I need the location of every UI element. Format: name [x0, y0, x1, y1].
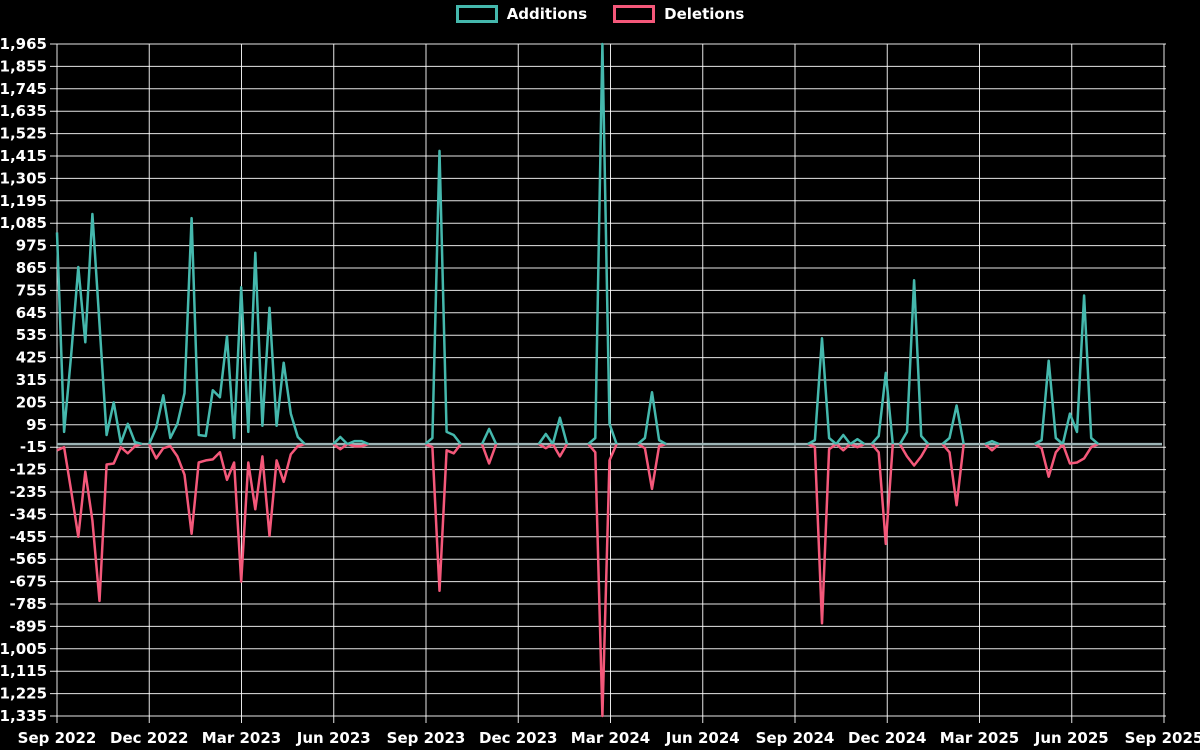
x-tick-label: Jun 2024: [665, 729, 740, 747]
deletions-swatch-icon: [613, 5, 656, 23]
deletions-line-segment: [424, 442, 462, 593]
additions-line-segment: [332, 435, 349, 445]
deletions-line-segment: [480, 443, 498, 465]
legend-label-deletions: Deletions: [664, 5, 745, 23]
y-tick-label: -455: [9, 528, 47, 546]
y-tick-label: -1,005: [0, 640, 47, 658]
x-tick-label: Jun 2025: [1034, 729, 1109, 747]
additions-line-segment: [870, 371, 895, 445]
x-tick-label: Mar 2024: [571, 729, 650, 747]
y-tick-labels: 1,965 1,855 1,745 1,635 1,525 1,415 1,305 1,195…: [0, 35, 47, 725]
deletions-line-segment: [637, 442, 667, 491]
additions-swatch-icon: [455, 5, 498, 23]
y-tick-label: 1,855: [0, 57, 47, 75]
additions-line-segment: [636, 390, 667, 446]
x-tick-label: Sep 2023: [387, 729, 466, 747]
deletions-line-segment: [332, 443, 349, 451]
deletions-line-segment: [984, 443, 1000, 452]
x-tick-label: Sep 2024: [756, 729, 835, 747]
additions-line-segment: [898, 278, 930, 445]
y-tick-label: 1,415: [0, 147, 47, 165]
deletions-line-segment: [835, 443, 852, 452]
y-tick-label: 95: [26, 416, 47, 434]
y-tick-label: -785: [9, 595, 47, 613]
x-tick-label: Dec 2022: [110, 729, 189, 747]
additions-line-segment: [849, 437, 866, 446]
legend-label-additions: Additions: [506, 5, 588, 23]
y-tick-label: 1,525: [0, 125, 47, 143]
y-tick-label: 1,195: [0, 192, 47, 210]
legend-item-deletions[interactable]: Deletions: [613, 5, 744, 23]
x-tick-label: Jun 2023: [296, 729, 371, 747]
additions-line-segment: [835, 433, 852, 445]
additions-line-segment: [1033, 359, 1064, 446]
x-gridlines: [56, 44, 1165, 723]
x-tick-label: Sep 2022: [18, 729, 97, 747]
deletions-line-segment: [898, 443, 930, 467]
y-tick-label: 425: [16, 349, 47, 367]
x-tick-label: Mar 2025: [940, 729, 1019, 747]
x-tick-label: Dec 2024: [848, 729, 927, 747]
y-tick-label: 865: [16, 259, 47, 277]
y-tick-label: -125: [9, 461, 47, 479]
x-tick-labels: Sep 2022 Dec 2022 Mar 2023 Jun 2023 Sep 2023…: [18, 729, 1200, 747]
deletions-line-segment: [538, 443, 554, 450]
y-tick-label: 1,085: [0, 214, 47, 232]
y-tick-label: 975: [16, 237, 47, 255]
additions-line-segment: [147, 216, 306, 445]
deletions-line-segment: [807, 442, 837, 625]
deletions-line-segment: [849, 442, 866, 449]
deletions-line-segment: [941, 443, 965, 507]
additions-line-segment: [55, 212, 143, 446]
y-tick-label: -345: [9, 505, 47, 523]
y-tick-label: -15: [20, 438, 47, 456]
additions-line-segment: [587, 42, 618, 446]
additions-line-segment: [480, 427, 498, 445]
y-tick-label: 1,635: [0, 102, 47, 120]
y-tick-label: 1,965: [0, 35, 47, 53]
additions-line-segment: [807, 337, 838, 446]
x-tick-label: Dec 2023: [479, 729, 558, 747]
x-tick-label: Sep 2025: [1125, 729, 1200, 747]
y-tick-label: -895: [9, 617, 47, 635]
legend-item-additions[interactable]: Additions: [455, 5, 588, 23]
y-tick-label: 645: [16, 304, 47, 322]
deletions-line-segment: [147, 442, 306, 583]
additions-line-segment: [551, 416, 569, 445]
y-tick-label: 1,745: [0, 80, 47, 98]
deletions-line-segment: [1033, 443, 1064, 478]
deletions-line-segment: [587, 443, 618, 718]
additions-line-segment: [424, 149, 462, 446]
y-tick-label: 315: [16, 371, 47, 389]
additions-line-segment: [984, 439, 1000, 446]
additions-line-segment: [537, 432, 554, 445]
y-tick-label: -1,335: [0, 707, 47, 725]
y-tick-label: 205: [16, 393, 47, 411]
x-tick-label: Mar 2023: [202, 729, 281, 747]
y-tick-label: -235: [9, 483, 47, 501]
y-tick-label: 755: [16, 281, 47, 299]
additions-line-segment: [1061, 294, 1100, 446]
y-tick-label: -1,115: [0, 662, 47, 680]
additions-line-segment: [941, 404, 965, 446]
deletions-line-segment: [56, 442, 143, 603]
y-tick-label: 1,305: [0, 169, 47, 187]
deletions-line-segment: [347, 442, 370, 448]
deletions-line-segment: [870, 443, 895, 546]
y-tick-label: -1,225: [0, 685, 47, 703]
additions-line-segment: [346, 439, 370, 446]
deletions-line: [56, 442, 1099, 718]
y-tick-label: -565: [9, 550, 47, 568]
deletions-line-segment: [551, 443, 569, 458]
deletions-line-segment: [1061, 442, 1099, 465]
additions-line: [55, 42, 1100, 446]
y-tick-label: -675: [9, 573, 47, 591]
chart-legend: Additions Deletions: [0, 5, 1200, 23]
y-tick-label: 535: [16, 326, 47, 344]
